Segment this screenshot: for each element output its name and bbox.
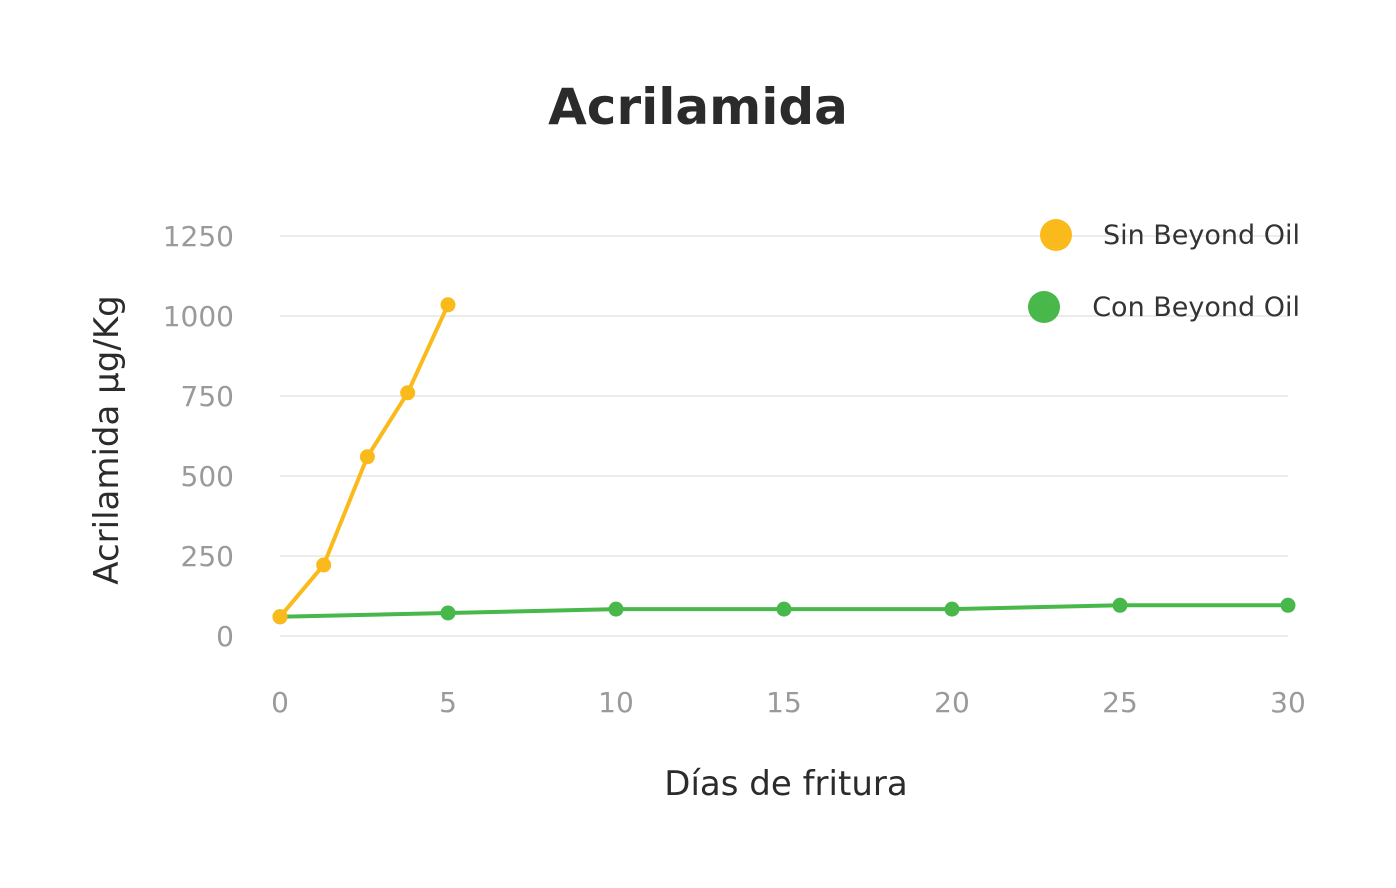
legend-label: Con Beyond Oil (1092, 292, 1300, 323)
grid-lines (280, 235, 1288, 637)
data-point (1280, 597, 1296, 613)
series-1 (272, 597, 1296, 625)
x-tick-label: 10 (598, 686, 634, 719)
y-tick-label: 500 (181, 460, 234, 493)
data-point (272, 609, 288, 625)
x-axis-title: Días de fritura (664, 764, 907, 804)
y-axis-title: Acrilamida µg/Kg (87, 295, 127, 584)
data-point (440, 297, 456, 313)
y-tick-label: 1250 (163, 220, 234, 253)
x-tick-label: 5 (439, 686, 457, 719)
data-point (1112, 597, 1128, 613)
legend-marker (1028, 291, 1060, 323)
data-point (776, 601, 792, 617)
x-tick-label: 25 (1102, 686, 1138, 719)
data-point (400, 385, 416, 401)
x-axis-ticks: 0 5 10 15 20 25 30 (271, 686, 1306, 719)
x-tick-label: 20 (934, 686, 970, 719)
data-point (608, 601, 624, 617)
data-point (316, 557, 332, 573)
x-tick-label: 15 (766, 686, 802, 719)
series-0 (272, 297, 456, 625)
y-tick-label: 250 (181, 540, 234, 573)
legend-label: Sin Beyond Oil (1103, 220, 1300, 251)
legend-item: Con Beyond Oil (1028, 291, 1300, 323)
legend: Sin Beyond Oil Con Beyond Oil (1028, 219, 1300, 323)
x-tick-label: 30 (1270, 686, 1306, 719)
legend-marker (1040, 219, 1072, 251)
y-axis-ticks: 0 250 500 750 1000 1250 (163, 220, 234, 653)
series-layer (272, 297, 1296, 625)
y-tick-label: 1000 (163, 300, 234, 333)
legend-item: Sin Beyond Oil (1040, 219, 1300, 251)
data-point (440, 605, 456, 621)
chart-title: Acrilamida (548, 78, 848, 136)
x-tick-label: 0 (271, 686, 289, 719)
data-point (359, 449, 375, 465)
data-point (944, 601, 960, 617)
y-tick-label: 0 (216, 620, 234, 653)
y-tick-label: 750 (181, 380, 234, 413)
